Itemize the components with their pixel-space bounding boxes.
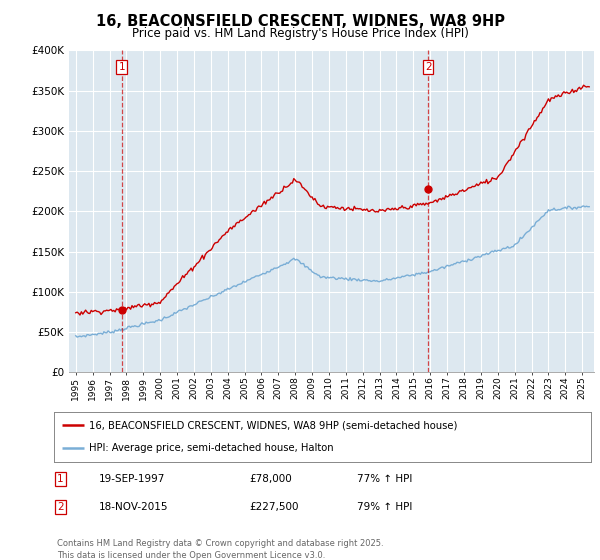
- Text: 19-SEP-1997: 19-SEP-1997: [99, 474, 166, 484]
- Text: 2: 2: [57, 502, 64, 512]
- Text: HPI: Average price, semi-detached house, Halton: HPI: Average price, semi-detached house,…: [89, 444, 334, 454]
- Text: 79% ↑ HPI: 79% ↑ HPI: [357, 502, 412, 512]
- Text: 2: 2: [425, 62, 431, 72]
- Text: Contains HM Land Registry data © Crown copyright and database right 2025.
This d: Contains HM Land Registry data © Crown c…: [57, 539, 383, 559]
- Text: 1: 1: [57, 474, 64, 484]
- Text: Price paid vs. HM Land Registry's House Price Index (HPI): Price paid vs. HM Land Registry's House …: [131, 27, 469, 40]
- Text: 77% ↑ HPI: 77% ↑ HPI: [357, 474, 412, 484]
- Text: 16, BEACONSFIELD CRESCENT, WIDNES, WA8 9HP: 16, BEACONSFIELD CRESCENT, WIDNES, WA8 9…: [95, 14, 505, 29]
- Text: 1: 1: [118, 62, 125, 72]
- Text: 16, BEACONSFIELD CRESCENT, WIDNES, WA8 9HP (semi-detached house): 16, BEACONSFIELD CRESCENT, WIDNES, WA8 9…: [89, 420, 457, 430]
- Text: £227,500: £227,500: [249, 502, 299, 512]
- Text: 18-NOV-2015: 18-NOV-2015: [99, 502, 169, 512]
- Text: £78,000: £78,000: [249, 474, 292, 484]
